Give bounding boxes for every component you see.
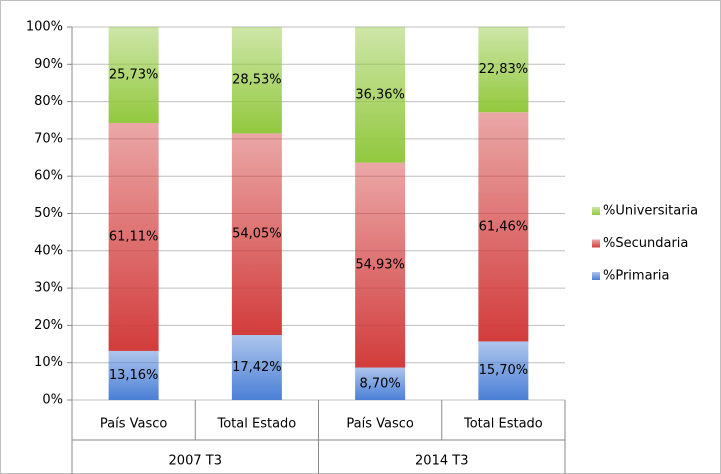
bar-segment [355, 367, 406, 400]
x-tick-label: País Vasco [100, 417, 168, 432]
y-tick-label: 70% [34, 131, 63, 146]
data-label: 15,70% [479, 363, 529, 378]
data-label: 13,16% [109, 368, 159, 383]
bar-segment [231, 27, 282, 134]
y-tick-label: 80% [34, 94, 63, 109]
bar-segment [108, 27, 159, 123]
data-label: 8,70% [359, 376, 400, 391]
y-tick-label: 100% [26, 20, 63, 35]
data-label: 61,46% [479, 219, 529, 234]
data-label: 22,83% [479, 62, 529, 77]
legend-label: %Primaria [603, 269, 669, 284]
bar-segment [355, 162, 406, 368]
y-tick-label: 30% [34, 281, 63, 296]
legend-swatch [592, 207, 600, 215]
data-label: 61,11% [109, 229, 159, 244]
data-label: 25,73% [109, 67, 159, 82]
bar-segment [478, 341, 529, 400]
data-label: 36,36% [355, 87, 405, 102]
bar-segment [231, 133, 282, 336]
y-tick-label: 90% [34, 57, 63, 72]
data-label: 54,93% [355, 258, 405, 273]
group-label: 2014 T3 [415, 454, 468, 469]
bar-segment [355, 27, 406, 163]
x-tick-label: Total Estado [463, 417, 543, 432]
x-tick-label: Total Estado [217, 417, 297, 432]
bar-segment [231, 335, 282, 400]
legend-label: %Universitaria [603, 204, 698, 219]
y-tick-label: 50% [34, 206, 63, 221]
y-tick-label: 20% [34, 318, 63, 333]
y-tick-label: 10% [34, 355, 63, 370]
data-label: 54,05% [232, 227, 282, 242]
y-tick-label: 60% [34, 169, 63, 184]
bar-segment [108, 122, 159, 351]
data-label: 28,53% [232, 73, 282, 88]
legend-swatch [592, 272, 600, 280]
group-label: 2007 T3 [169, 454, 222, 469]
y-tick-label: 40% [34, 243, 63, 258]
bar-segment [108, 350, 159, 400]
bar-segment [478, 112, 529, 342]
legend-swatch [592, 239, 600, 248]
legend-label: %Secundaria [603, 236, 688, 251]
bar-segment [478, 27, 529, 113]
data-label: 17,42% [232, 360, 282, 375]
y-tick-label: 0% [42, 393, 63, 408]
x-tick-label: País Vasco [346, 417, 414, 432]
